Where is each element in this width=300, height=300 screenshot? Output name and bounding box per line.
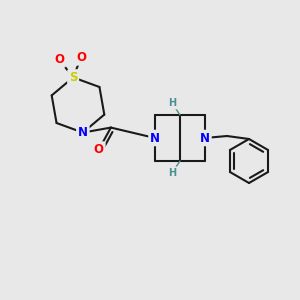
Text: N: N	[200, 131, 210, 145]
Text: H: H	[168, 98, 176, 108]
Text: N: N	[150, 131, 160, 145]
Text: O: O	[94, 143, 104, 156]
Text: H: H	[168, 168, 176, 178]
Text: O: O	[76, 51, 86, 64]
Text: O: O	[54, 53, 64, 66]
Text: N: N	[78, 126, 88, 139]
Text: S: S	[69, 71, 77, 84]
